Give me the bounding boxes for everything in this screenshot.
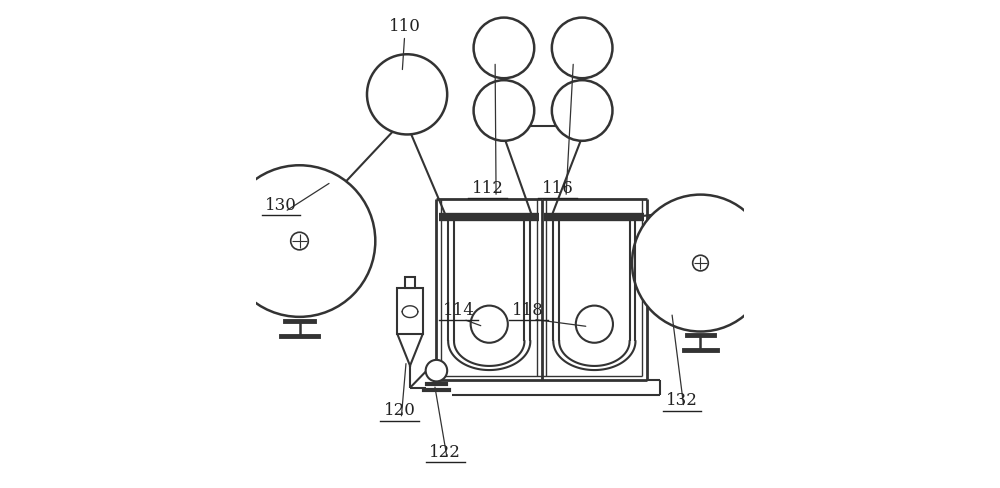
Text: 114: 114: [442, 302, 474, 318]
Bar: [405, 277, 415, 288]
Circle shape: [576, 306, 613, 343]
Bar: [397, 288, 423, 334]
Circle shape: [367, 55, 447, 135]
Circle shape: [552, 19, 612, 79]
Circle shape: [474, 81, 534, 142]
Circle shape: [224, 166, 375, 317]
Circle shape: [474, 19, 534, 79]
Text: 132: 132: [666, 392, 698, 408]
Text: 110: 110: [389, 19, 421, 35]
Circle shape: [426, 360, 447, 382]
Circle shape: [693, 256, 708, 271]
Text: 120: 120: [384, 402, 416, 418]
Circle shape: [291, 233, 308, 250]
Circle shape: [471, 306, 508, 343]
Text: 130: 130: [265, 197, 297, 213]
Circle shape: [552, 81, 612, 142]
Text: 122: 122: [429, 443, 461, 460]
Circle shape: [632, 195, 769, 332]
Text: 116: 116: [542, 180, 574, 196]
Text: 112: 112: [472, 180, 504, 196]
Text: 118: 118: [512, 302, 544, 318]
